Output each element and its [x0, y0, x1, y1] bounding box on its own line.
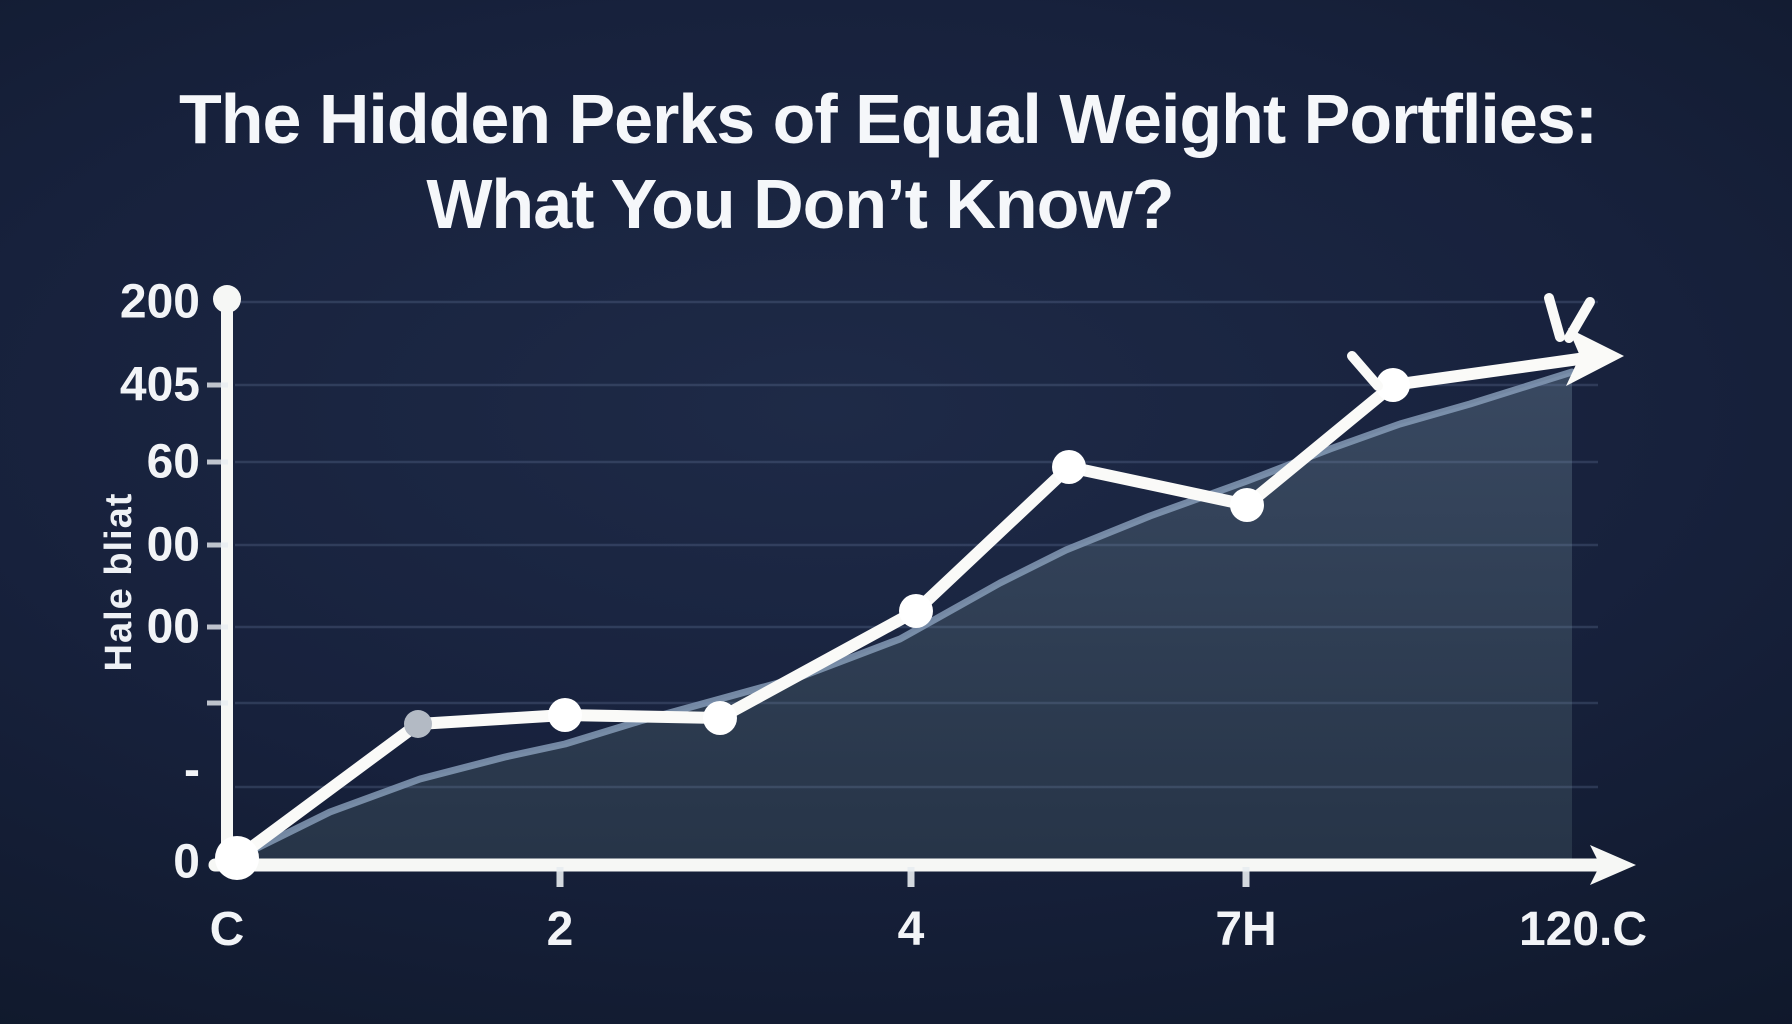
- chart-title-line2: What You Don’t Know?: [426, 165, 1173, 243]
- y-tick-label: 00: [147, 519, 200, 572]
- chart-title-line1: The Hidden Perks of Equal Weight Portfli…: [179, 80, 1597, 158]
- x-tick-label: 7H: [1215, 903, 1276, 956]
- tick-labels-layer: 200 405 60 00 00 - 0C 2 4 7H 120.C: [120, 276, 1647, 957]
- x-axis-arrowhead-icon: [1590, 845, 1636, 885]
- y-axis-title: Hale bliat: [98, 493, 140, 672]
- y-tick-label: 0: [173, 836, 200, 889]
- y-tick-label: 200: [120, 276, 200, 329]
- data-point-marker: [548, 698, 582, 732]
- brush-flick-mark: [1347, 351, 1383, 391]
- tick-marks-layer: [207, 382, 1250, 887]
- trend-area-edge-line: [233, 368, 1576, 862]
- data-point-marker: [1376, 368, 1410, 402]
- y-tick-label: -: [184, 744, 200, 797]
- axes-layer: [208, 285, 1636, 885]
- x-tick-label: 4: [898, 903, 925, 956]
- line-arrowhead-icon: [1566, 328, 1624, 386]
- data-point-marker: [215, 836, 259, 880]
- y-tick-label: 405: [120, 359, 200, 412]
- brush-flick-mark: [1564, 297, 1595, 343]
- x-tick-label: C: [210, 903, 245, 956]
- data-point-marker: [1230, 488, 1264, 522]
- y-tick-label: 60: [147, 436, 200, 489]
- data-point-marker: [899, 594, 933, 628]
- y-axis-cap-dot: [213, 285, 241, 313]
- y-tick-label: 00: [147, 601, 200, 654]
- x-tick-label: 120.C: [1519, 903, 1647, 956]
- decoration-layer: [1347, 293, 1624, 391]
- data-point-marker: [703, 701, 737, 735]
- markers-layer: [215, 368, 1410, 880]
- data-point-marker: [404, 710, 432, 738]
- gridlines-layer: [235, 300, 1598, 789]
- data-point-marker: [1052, 450, 1086, 484]
- brush-flick-mark: [1544, 293, 1565, 342]
- x-tick-label: 2: [547, 903, 574, 956]
